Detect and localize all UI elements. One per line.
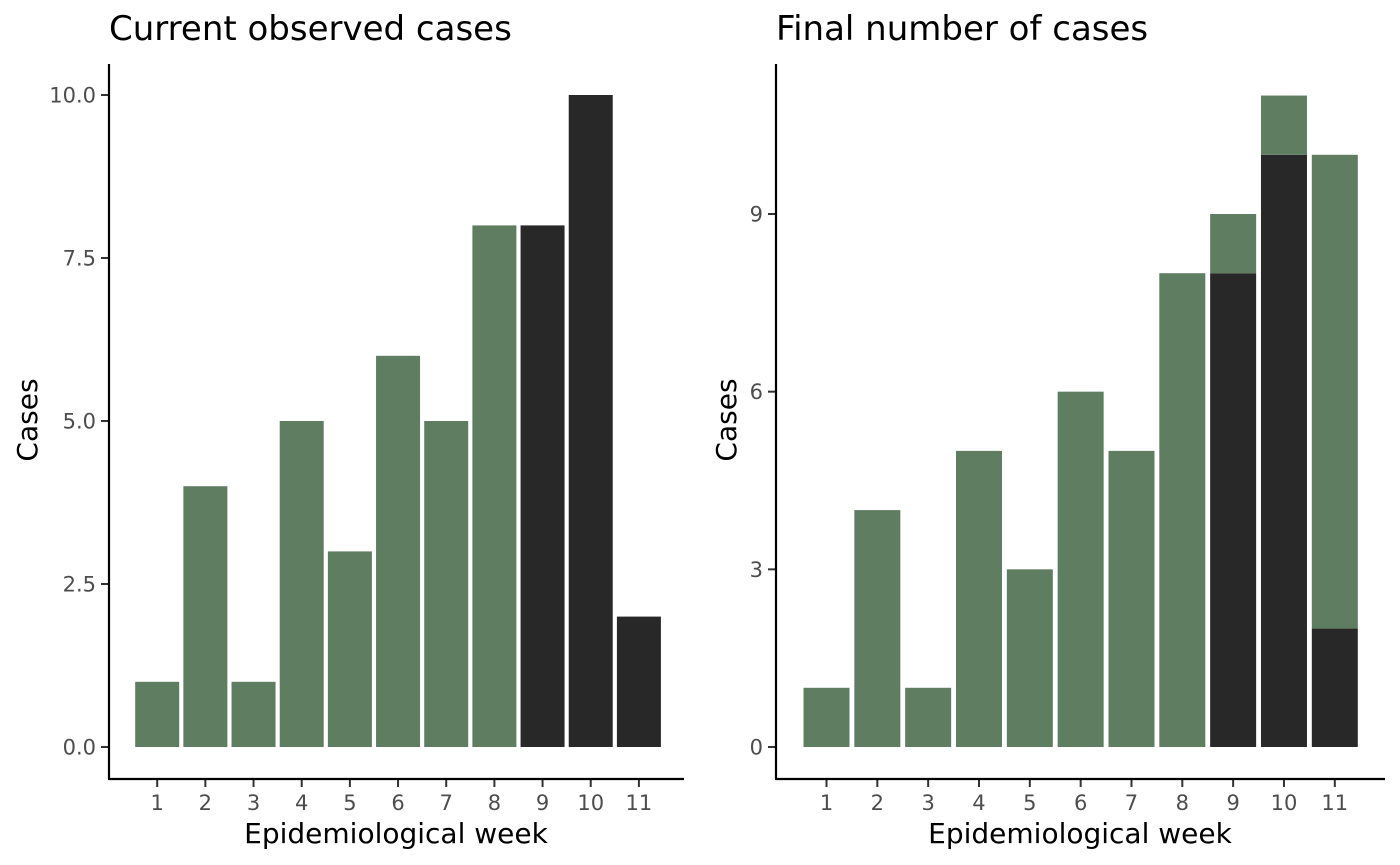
bar-week-2-segment-0 [183,486,228,747]
bar-week-11-segment-1 [616,616,661,747]
bar-week-6-segment-1 [1057,391,1104,747]
y-tick-label: 6 [750,380,763,404]
x-tick-label: 1 [151,791,164,815]
y-tick-label: 3 [750,558,763,582]
x-tick-label: 10 [577,791,604,815]
bar-week-8-segment-0 [472,225,517,747]
x-tick-label: 9 [536,791,549,815]
x-tick-label: 1 [820,791,833,815]
chart-panel-final-number: Final number of cases Cases Epidemiologi… [710,9,1385,850]
x-tick-label: 9 [1226,791,1239,815]
chart-title: Current observed cases [109,9,512,49]
x-tick-label: 6 [391,791,404,815]
x-ticks: 1 2 3 4 5 6 7 8 9 10 11 [151,779,653,815]
y-tick-label: 7.5 [63,247,96,271]
bar-week-10-segment-0 [1260,154,1307,747]
chart-panel-current-observed: Current observed cases Cases Epidemiolog… [11,9,684,850]
bar-week-3-segment-0 [231,681,276,747]
bar-week-10-segment-1 [1260,95,1307,155]
y-tick-label: 0 [750,736,763,760]
y-tick-label: 2.5 [63,573,96,597]
bar-week-11-segment-1 [1311,154,1358,629]
bar-week-9-segment-1 [1210,214,1257,274]
bar-week-8-segment-1 [1159,273,1206,747]
x-tick-label: 2 [199,791,212,815]
x-tick-label: 6 [1074,791,1087,815]
x-tick-label: 11 [1321,791,1348,815]
x-tick-label: 4 [972,791,985,815]
x-axis-label: Epidemiological week [928,817,1232,850]
bar-week-1-segment-0 [135,681,180,747]
bar-week-4-segment-1 [955,450,1002,747]
x-ticks: 1 2 3 4 5 6 7 8 9 10 11 [820,779,1348,815]
y-ticks: 0 3 6 9 [750,203,776,760]
y-ticks: 0.0 2.5 5.0 7.5 10.0 [49,84,109,760]
y-axis-label: Cases [11,378,44,461]
x-tick-label: 7 [1125,791,1138,815]
bar-week-5-segment-0 [327,551,372,747]
x-tick-label: 8 [488,791,501,815]
x-tick-label: 5 [1023,791,1036,815]
bar-week-1-segment-1 [803,687,850,747]
x-tick-label: 11 [626,791,653,815]
bar-week-7-segment-0 [424,421,469,747]
y-tick-label: 5.0 [63,410,96,434]
x-tick-label: 10 [1271,791,1298,815]
x-tick-label: 4 [295,791,308,815]
bar-week-10-segment-1 [568,95,613,747]
bar-week-11-segment-0 [1311,628,1358,747]
x-tick-label: 3 [247,791,260,815]
bar-week-2-segment-1 [854,510,901,747]
bar-group [803,95,1358,747]
chart-title: Final number of cases [776,9,1148,49]
x-tick-label: 2 [871,791,884,815]
y-axis-label: Cases [710,378,743,461]
y-tick-label: 9 [750,203,763,227]
y-tick-label: 10.0 [49,84,96,108]
bar-week-7-segment-1 [1108,450,1155,747]
bar-group [135,95,661,747]
x-tick-label: 8 [1176,791,1189,815]
bar-week-4-segment-0 [279,421,324,747]
x-tick-label: 7 [440,791,453,815]
y-tick-label: 0.0 [63,736,96,760]
bar-week-6-segment-0 [376,355,421,747]
x-axis-label: Epidemiological week [244,817,548,850]
x-tick-label: 3 [921,791,934,815]
bar-week-9-segment-1 [520,225,565,747]
bar-week-3-segment-1 [905,687,952,747]
bar-week-9-segment-0 [1210,273,1257,747]
bar-week-5-segment-1 [1006,569,1053,747]
x-tick-label: 5 [343,791,356,815]
